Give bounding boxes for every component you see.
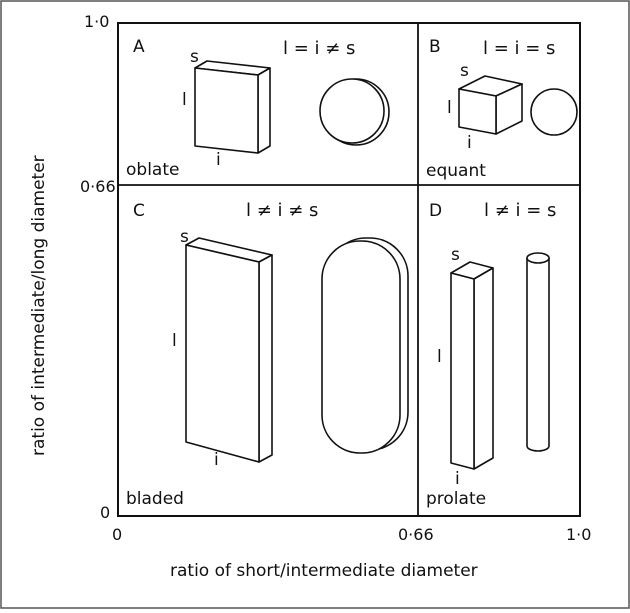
- x-axis-label: ratio of short/intermediate diameter: [170, 561, 478, 581]
- bladed-slab-side: [258, 254, 273, 463]
- panel-a-name: oblate: [126, 160, 179, 180]
- oblate-disc: [319, 78, 385, 144]
- panel-d-name: prolate: [426, 489, 486, 509]
- panel-b-dim-l: l: [447, 98, 452, 118]
- panel-a: A l = i ≠ s oblate s l i: [126, 37, 390, 180]
- panel-c-relation: l ≠ i ≠ s: [246, 200, 318, 221]
- panel-a-dim-l: l: [182, 90, 187, 110]
- panel-c: C l ≠ i ≠ s bladed s l i: [126, 200, 409, 509]
- prolate-rod-top: [526, 252, 550, 264]
- prolate-rod-body: [526, 258, 550, 452]
- cube-front: [458, 88, 497, 135]
- oblate-slab-side: [257, 67, 271, 154]
- panel-c-dim-l: l: [172, 331, 177, 351]
- panel-b-dim-i: i: [467, 133, 472, 153]
- panel-d-letter: D: [429, 201, 442, 221]
- y-tick-bottom: 0: [100, 503, 110, 522]
- y-tick-top: 1·0: [84, 12, 109, 31]
- x-tick-left: 0: [112, 525, 122, 544]
- x-tick-middle: 0·66: [398, 525, 434, 544]
- panel-a-dim-i: i: [216, 150, 221, 170]
- prolate-prism-side: [473, 267, 494, 470]
- panel-d-dim-i: i: [455, 469, 460, 489]
- oblate-slab-front: [194, 67, 259, 154]
- y-axis-label: ratio of intermediate/long diameter: [29, 155, 49, 456]
- panel-d-relation: l ≠ i = s: [484, 200, 556, 221]
- bladed-slab-front: [185, 244, 260, 463]
- panel-a-relation: l = i ≠ s: [283, 38, 355, 59]
- panel-b-relation: l = i = s: [483, 38, 555, 59]
- panel-a-dim-s: s: [190, 47, 199, 67]
- x-tick-right: 1·0: [566, 525, 591, 544]
- panel-c-name: bladed: [126, 489, 184, 509]
- equant-sphere: [530, 88, 578, 136]
- panel-a-letter: A: [133, 37, 145, 57]
- panel-c-dim-s: s: [180, 227, 189, 247]
- panel-b: B l = i = s equant s l i: [426, 37, 578, 181]
- panel-b-name: equant: [426, 161, 486, 181]
- plot-frame: [117, 22, 581, 517]
- panel-c-dim-i: i: [214, 450, 219, 470]
- bladed-capsule: [321, 240, 401, 454]
- prolate-prism-front: [450, 272, 475, 470]
- panel-d: D l ≠ i = s prolate s l i: [426, 200, 556, 509]
- panel-b-letter: B: [429, 37, 441, 57]
- panel-d-dim-s: s: [451, 245, 460, 265]
- panel-c-letter: C: [133, 201, 145, 221]
- panel-b-dim-s: s: [460, 61, 469, 81]
- y-tick-middle: 0·66: [80, 177, 116, 196]
- panel-d-dim-l: l: [437, 347, 442, 367]
